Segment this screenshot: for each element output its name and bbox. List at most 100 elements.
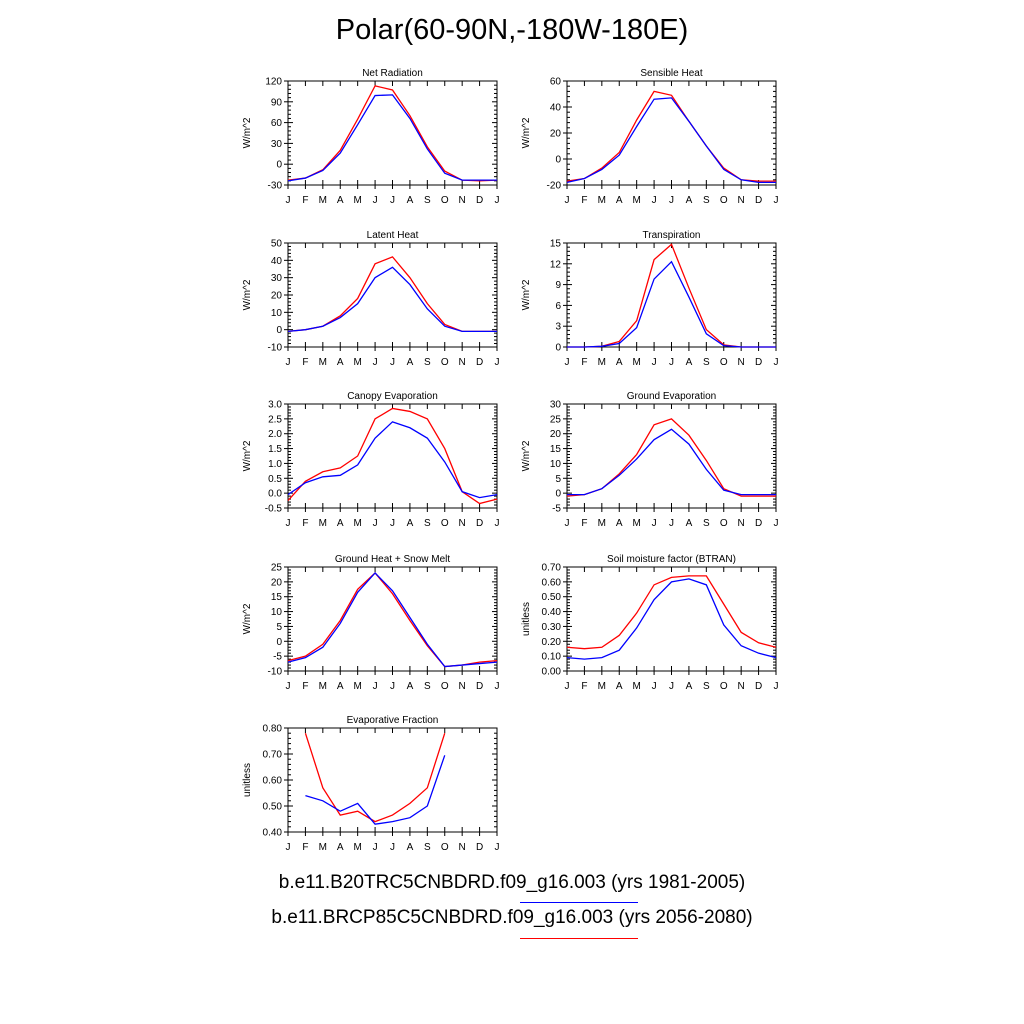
x-tick-label: O: [441, 195, 449, 206]
x-tick-label: M: [632, 518, 640, 529]
x-tick-label: A: [616, 681, 623, 692]
x-tick-label: J: [373, 681, 378, 692]
x-tick-label: O: [720, 518, 728, 529]
series-line-historical: [567, 260, 776, 348]
chart-title: Latent Heat: [367, 230, 419, 241]
chart-title: Sensible Heat: [640, 68, 702, 79]
x-tick-label: M: [353, 357, 361, 368]
x-tick-label: F: [302, 518, 308, 529]
x-tick-label: A: [407, 518, 414, 529]
y-tick-label: 0.5: [268, 474, 282, 485]
x-tick-label: J: [652, 195, 657, 206]
x-tick-label: J: [373, 518, 378, 529]
series-line-future: [566, 418, 776, 497]
x-tick-label: A: [616, 195, 623, 206]
y-tick-label: -30: [268, 181, 283, 192]
x-tick-label: J: [373, 357, 378, 368]
y-tick-label: 60: [550, 77, 562, 88]
x-tick-label: S: [424, 518, 431, 529]
x-tick-label: M: [353, 681, 361, 692]
chart-panel: Evaporative Fraction unitless 0.40 0.50 0.60…: [242, 715, 500, 853]
y-tick-label: 0: [276, 637, 282, 648]
chart-title: Ground Evaporation: [627, 391, 717, 402]
x-tick-label: S: [703, 357, 710, 368]
x-tick-label: D: [476, 195, 483, 206]
series-line-future: [304, 733, 446, 823]
plot-frame: [287, 80, 498, 186]
x-tick-label: M: [598, 518, 606, 529]
x-tick-label: M: [353, 518, 361, 529]
y-tick-label: 20: [271, 577, 283, 588]
y-tick-label: 120: [265, 77, 282, 88]
series-line-future: [566, 90, 776, 182]
series-line-historical: [567, 428, 776, 496]
x-tick-label: M: [598, 195, 606, 206]
series-line-historical: [287, 571, 498, 668]
x-tick-label: J: [495, 357, 500, 368]
x-tick-label: A: [686, 195, 693, 206]
y-tick-label: 30: [271, 273, 283, 284]
y-tick-label: 9: [555, 280, 561, 291]
y-axis-label: W/m^2: [521, 117, 532, 148]
x-tick-label: N: [459, 681, 466, 692]
x-tick-label: F: [302, 195, 308, 206]
x-tick-label: J: [495, 681, 500, 692]
x-tick-label: S: [703, 681, 710, 692]
x-tick-label: J: [652, 518, 657, 529]
x-tick-label: O: [720, 195, 728, 206]
x-tick-label: J: [390, 681, 395, 692]
y-tick-label: -10: [268, 667, 283, 678]
x-tick-label: A: [337, 681, 344, 692]
chart-title: Net Radiation: [362, 68, 423, 79]
y-axis-label: unitless: [242, 763, 253, 797]
series-line-historical: [566, 97, 776, 184]
y-tick-label: 5: [555, 474, 561, 485]
y-tick-label: 1.5: [268, 444, 282, 455]
y-tick-label: 2.0: [268, 429, 282, 440]
x-tick-label: D: [476, 681, 483, 692]
chart-title: Transpiration: [643, 230, 701, 241]
x-tick-label: F: [581, 681, 587, 692]
x-tick-label: A: [407, 195, 414, 206]
x-tick-label: J: [495, 842, 500, 853]
chart-panel: Canopy Evaporation W/m^2 -0.5 0.0 0.5 1.0 1.5 2…: [242, 391, 500, 529]
x-tick-label: F: [581, 518, 587, 529]
y-tick-label: 3: [555, 322, 561, 333]
x-tick-label: D: [755, 681, 762, 692]
x-tick-label: A: [616, 357, 623, 368]
y-tick-label: 0.40: [263, 828, 283, 839]
chart-title: Ground Heat + Snow Melt: [335, 554, 451, 565]
x-tick-label: M: [319, 357, 327, 368]
y-tick-label: 10: [550, 459, 562, 470]
x-tick-label: M: [353, 195, 361, 206]
legend-swatch-historical: [520, 902, 638, 903]
x-tick-label: F: [581, 195, 587, 206]
x-tick-label: M: [632, 681, 640, 692]
x-tick-label: J: [565, 518, 570, 529]
x-tick-label: F: [302, 842, 308, 853]
x-tick-label: M: [598, 357, 606, 368]
y-tick-label: 30: [271, 139, 283, 150]
x-tick-label: S: [424, 842, 431, 853]
y-tick-label: -5: [273, 652, 282, 663]
y-tick-label: 0.50: [542, 592, 562, 603]
y-tick-label: 0.50: [263, 802, 283, 813]
x-tick-label: J: [774, 195, 779, 206]
x-tick-label: M: [632, 195, 640, 206]
y-tick-label: 0: [276, 325, 282, 336]
x-tick-label: M: [319, 842, 327, 853]
legend-label-future: b.e11.BRCP85C5CNBDRD.f09_g16.003 (yrs 20…: [271, 907, 753, 928]
x-tick-label: J: [669, 681, 674, 692]
x-tick-label: S: [703, 518, 710, 529]
y-tick-label: 50: [271, 239, 283, 250]
x-tick-label: S: [424, 357, 431, 368]
x-tick-label: M: [319, 681, 327, 692]
y-tick-label: 0.00: [542, 667, 562, 678]
plot-frame: [566, 80, 777, 186]
series-line-future: [287, 407, 498, 505]
x-tick-label: F: [302, 357, 308, 368]
x-tick-label: J: [652, 681, 657, 692]
series-line-historical: [287, 266, 497, 333]
y-axis-label: W/m^2: [242, 440, 253, 471]
